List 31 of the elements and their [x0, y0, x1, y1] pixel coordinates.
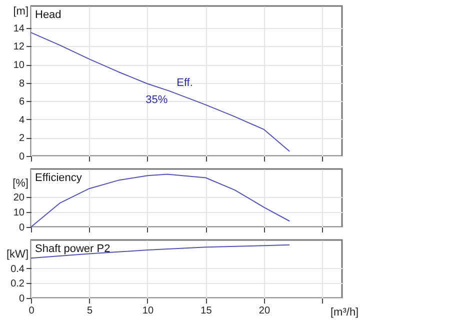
y-tick-label: 0 — [18, 152, 25, 162]
y-tick-label: 0.4 — [10, 264, 25, 275]
x-axis-title: [m³/h] — [330, 306, 359, 318]
line-series — [30, 174, 290, 228]
y-tick-label: 14 — [13, 23, 25, 34]
y-tick-label: 0 — [18, 222, 25, 234]
x-tick-label: 5 — [86, 306, 93, 316]
y-tick-label: 10 — [13, 207, 25, 218]
y-tick-label: 2 — [18, 133, 25, 144]
chart-title: Head — [35, 9, 62, 21]
chart-title: Efficiency — [35, 172, 82, 184]
x-tick-label: 0 — [28, 306, 35, 316]
chart-title: Shaft power P2 — [35, 243, 110, 255]
y-tick-label: 0 — [18, 294, 25, 304]
x-tick-label: 15 — [200, 306, 212, 316]
y-axis-title: [%] — [12, 178, 28, 190]
x-tick-label: 10 — [142, 306, 154, 316]
y-tick-label: 6 — [18, 96, 25, 108]
y-tick-label: 8 — [18, 78, 25, 90]
y-tick-label: 10 — [13, 60, 25, 72]
y-tick-label: 20 — [13, 192, 25, 204]
y-axis-title: [m] — [13, 6, 28, 18]
x-tick-label: 20 — [258, 306, 270, 316]
y-tick-label: 0.2 — [10, 278, 25, 290]
line-series — [30, 32, 290, 152]
annotation: Eff. — [176, 77, 193, 90]
y-tick-label: 4 — [18, 114, 25, 126]
y-tick-label: 12 — [13, 42, 25, 53]
annotation: 35% — [146, 94, 168, 106]
y-axis-title: [kW] — [6, 248, 28, 260]
line-series — [30, 244, 290, 259]
